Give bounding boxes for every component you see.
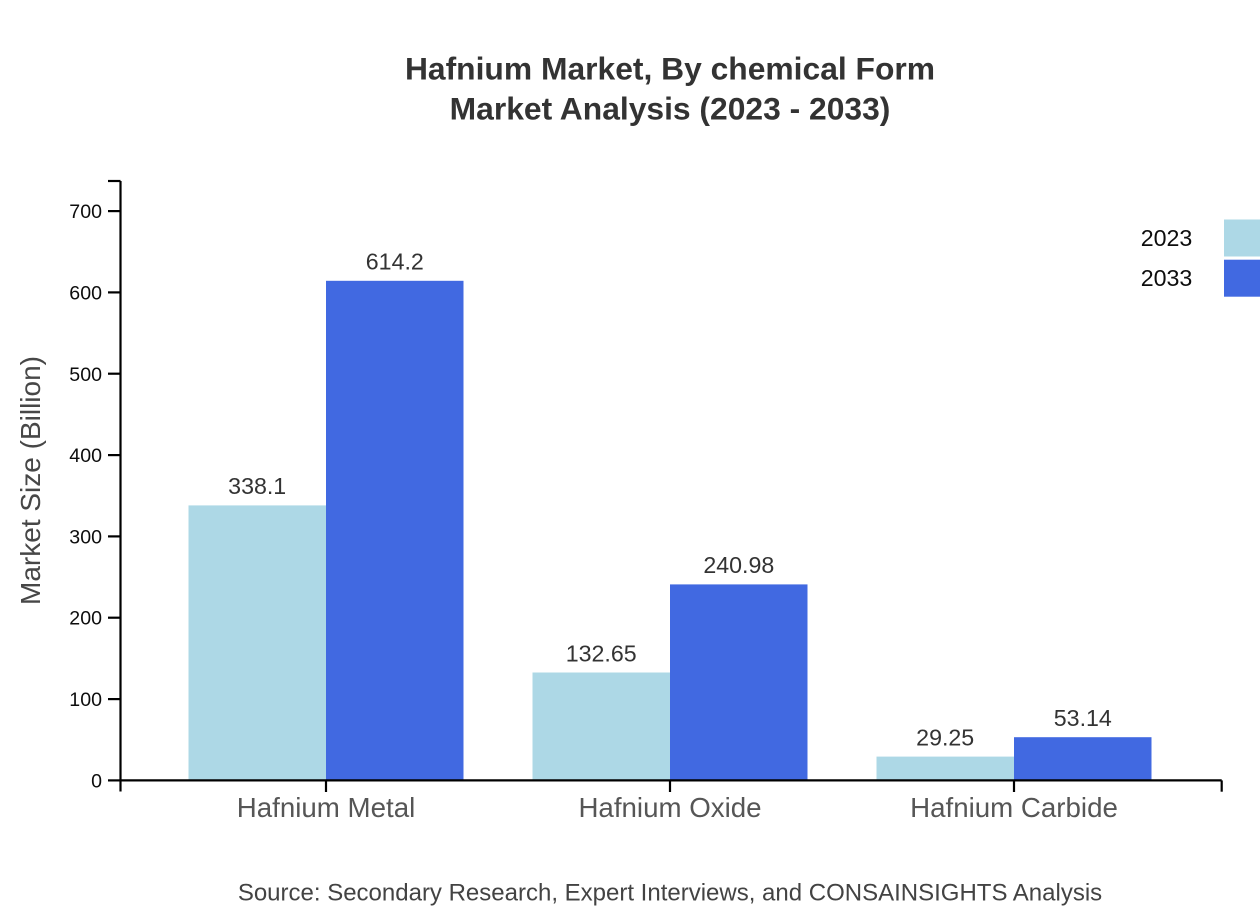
svg-text:600: 600 (69, 282, 102, 304)
svg-text:29.25: 29.25 (916, 724, 974, 750)
svg-text:Hafnium Metal: Hafnium Metal (237, 792, 416, 823)
svg-text:Source: Secondary Research, Ex: Source: Secondary Research, Expert Inter… (238, 879, 1102, 906)
svg-text:Hafnium Oxide: Hafnium Oxide (578, 792, 761, 823)
svg-text:200: 200 (69, 608, 102, 630)
svg-text:53.14: 53.14 (1054, 705, 1112, 731)
svg-text:614.2: 614.2 (366, 249, 424, 275)
svg-text:Market Size (Billion): Market Size (Billion) (15, 356, 46, 605)
svg-text:Hafnium Carbide: Hafnium Carbide (910, 792, 1118, 823)
svg-text:300: 300 (69, 526, 102, 548)
svg-text:2023: 2023 (1141, 225, 1193, 251)
svg-text:700: 700 (69, 201, 102, 223)
svg-text:338.1: 338.1 (228, 473, 286, 499)
svg-text:500: 500 (69, 364, 102, 386)
svg-text:Market Analysis (2023 - 2033): Market Analysis (2023 - 2033) (450, 90, 891, 126)
svg-text:2033: 2033 (1141, 265, 1193, 291)
svg-text:100: 100 (69, 689, 102, 711)
svg-text:400: 400 (69, 445, 102, 467)
svg-text:240.98: 240.98 (703, 552, 774, 578)
svg-text:0: 0 (91, 770, 102, 792)
svg-text:132.65: 132.65 (566, 640, 637, 666)
svg-text:Hafnium Market, By chemical Fo: Hafnium Market, By chemical Form (405, 51, 935, 87)
